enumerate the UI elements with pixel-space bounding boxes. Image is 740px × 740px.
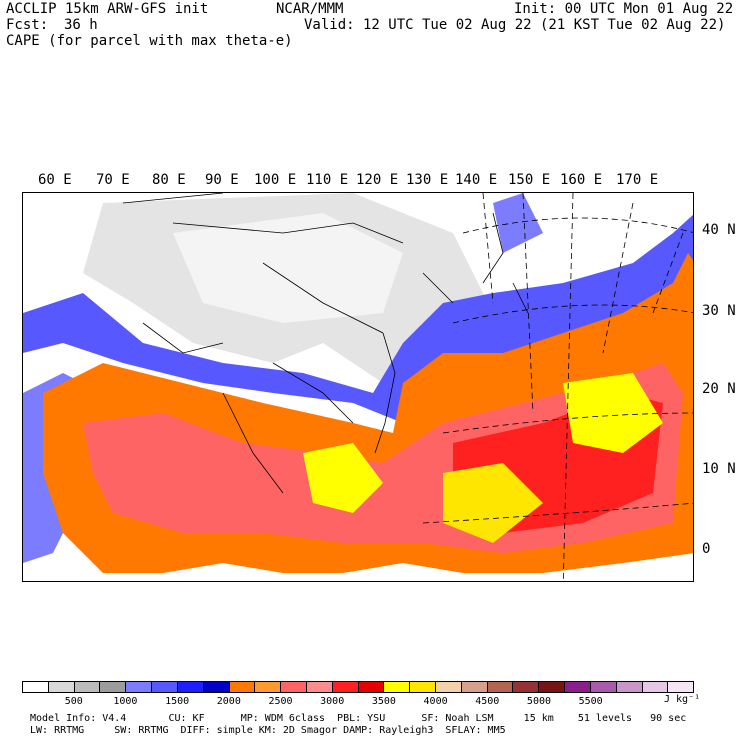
country-borders — [122, 193, 404, 494]
colorbar-swatch — [177, 682, 204, 692]
colorbar — [22, 681, 694, 693]
lon-label: 120 E — [356, 172, 399, 188]
colorbar-tick-label: 1500 — [165, 696, 190, 707]
graticule — [422, 193, 693, 581]
lon-label: 170 E — [616, 172, 659, 188]
colorbar-tick-label: 500 — [64, 696, 83, 707]
lon-label: 130 E — [406, 172, 449, 188]
colorbar-swatch — [384, 682, 411, 692]
yellow-cape-west — [303, 443, 383, 513]
colorbar-swatch — [461, 682, 488, 692]
yellow-cape-east — [563, 373, 663, 453]
lon-label: 90 E — [205, 172, 239, 188]
colorbar-swatch — [487, 682, 514, 692]
colorbar-swatch — [513, 682, 540, 692]
colorbar-swatch — [668, 682, 694, 692]
colorbar-tick-label: 1000 — [113, 696, 138, 707]
colorbar-swatch — [306, 682, 333, 692]
lon-label: 150 E — [508, 172, 551, 188]
valid-time: Valid: 12 UTC Tue 02 Aug 22 (21 KST Tue … — [304, 17, 726, 33]
colorbar-swatch — [152, 682, 178, 692]
colorbar-swatch — [410, 682, 436, 692]
colorbar-swatch — [48, 682, 75, 692]
colorbar-swatch — [565, 682, 591, 692]
model-info-line1: Model Info: V4.4 CU: KF MP: WDM 6class P… — [30, 713, 687, 724]
blue-cape-band — [23, 214, 693, 423]
colorbar-tick-label: 3500 — [371, 696, 396, 707]
colorbar-tick-label: 4000 — [423, 696, 448, 707]
lon-label: 160 E — [560, 172, 603, 188]
lat-label: 20 N — [702, 381, 736, 397]
colorbar-swatch — [642, 682, 669, 692]
lat-label: 40 N — [702, 222, 736, 238]
model-info-line2: LW: RRTMG SW: RRTMG DIFF: simple KM: 2D … — [30, 725, 506, 736]
lat-label: 30 N — [702, 303, 736, 319]
lon-label: 80 E — [152, 172, 186, 188]
lon-label: 70 E — [96, 172, 130, 188]
map-svg — [23, 193, 693, 581]
colorbar-swatch — [539, 682, 566, 692]
cape-map — [22, 192, 694, 582]
coastlines — [374, 212, 529, 454]
lon-label: 110 E — [306, 172, 349, 188]
field-title: CAPE (for parcel with max theta-e) — [6, 33, 293, 49]
lon-label: 100 E — [254, 172, 297, 188]
lon-label: 60 E — [38, 172, 72, 188]
fcst-value: 36 h — [64, 17, 98, 33]
lon-label: 140 E — [455, 172, 498, 188]
colorbar-tick-label: 2500 — [268, 696, 293, 707]
colorbar-swatch — [23, 682, 49, 692]
init-time: Init: 00 UTC Mon 01 Aug 22 — [514, 1, 734, 17]
colorbar-swatch — [255, 682, 282, 692]
colorbar-swatch — [616, 682, 643, 692]
colorbar-swatch — [203, 682, 230, 692]
colorbar-tick-label: 3000 — [320, 696, 345, 707]
colorbar-swatch — [590, 682, 617, 692]
colorbar-swatch — [100, 682, 127, 692]
colorbar-swatch — [436, 682, 462, 692]
colorbar-swatch — [126, 682, 153, 692]
fcst-label: Fcst: — [6, 17, 49, 33]
colorbar-tick-label: 4500 — [475, 696, 500, 707]
colorbar-tick-label: 2000 — [216, 696, 241, 707]
model-title: ACCLIP 15km ARW-GFS init — [6, 1, 209, 17]
org-label: NCAR/MMM — [276, 1, 344, 17]
plateau-white — [173, 213, 403, 323]
colorbar-swatch — [74, 682, 101, 692]
lat-label: 0 — [702, 541, 711, 557]
colorbar-tick-label: 5000 — [526, 696, 552, 707]
lat-label: 10 N — [702, 461, 736, 477]
colorbar-swatch — [332, 682, 359, 692]
colorbar-swatch — [358, 682, 385, 692]
colorbar-swatch — [229, 682, 256, 692]
japan-sea-blue — [493, 193, 543, 253]
colorbar-swatch — [281, 682, 307, 692]
colorbar-unit: J kg⁻¹ — [664, 694, 701, 705]
yellow-cape-south — [443, 463, 543, 543]
colorbar-tick-label: 5500 — [578, 696, 603, 707]
